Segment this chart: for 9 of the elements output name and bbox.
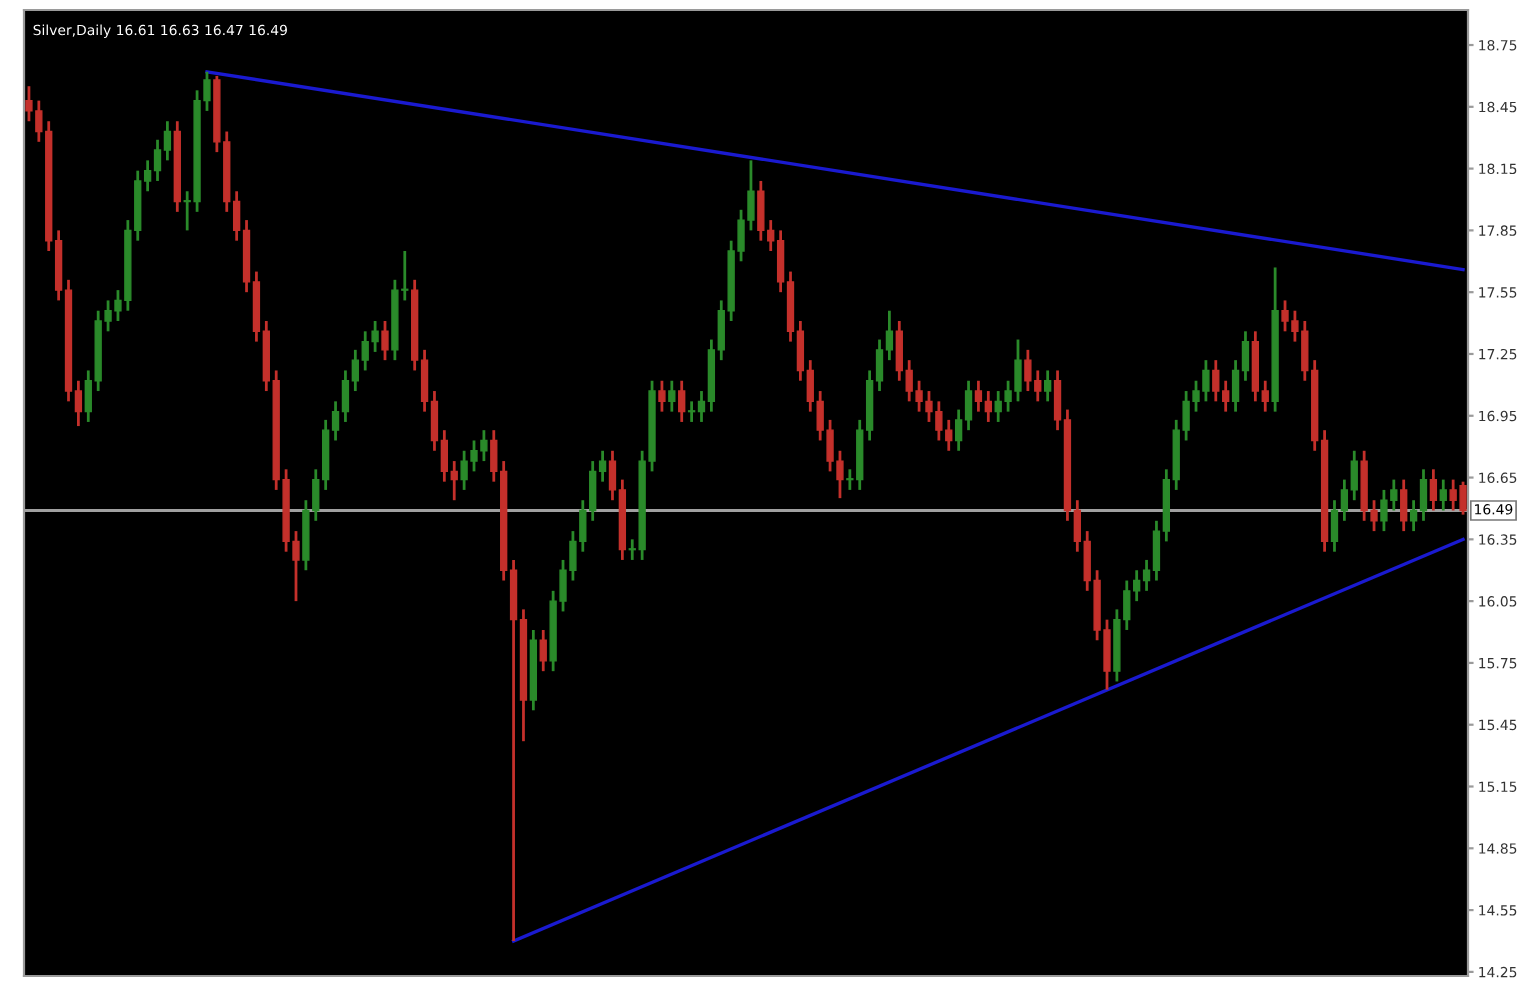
- candlestick: [1043, 369, 1052, 403]
- candlestick: [1439, 478, 1447, 512]
- candlestick: [539, 628, 547, 673]
- candlestick: [658, 379, 666, 414]
- candlestick: [1429, 467, 1438, 512]
- candlestick: [678, 379, 686, 424]
- candlestick: [1400, 478, 1408, 533]
- candlestick: [381, 319, 389, 362]
- candlestick: [668, 379, 676, 414]
